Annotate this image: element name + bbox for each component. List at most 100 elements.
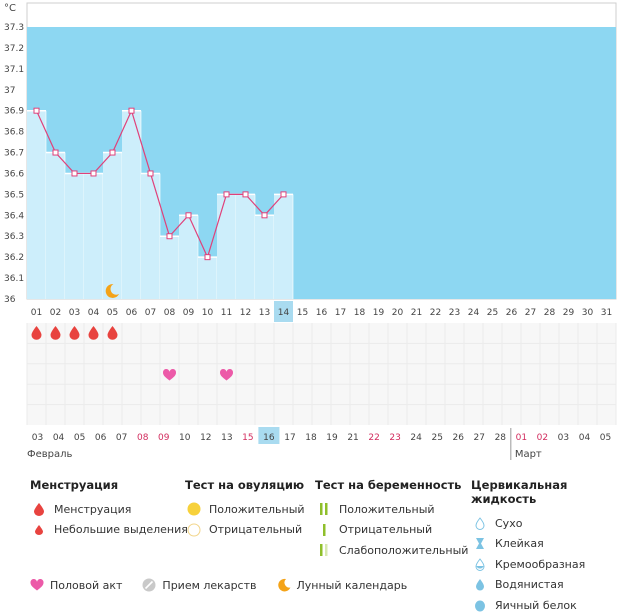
temperature-point <box>242 191 249 198</box>
creamy-icon <box>471 557 489 571</box>
cycle-day-label: 18 <box>354 308 366 318</box>
month-label: Февраль <box>27 449 73 460</box>
temperature-point <box>90 170 97 177</box>
temperature-bar <box>103 152 122 299</box>
date-label: 03 <box>32 433 43 443</box>
drop-icon <box>107 326 118 340</box>
cycle-day-label: 23 <box>449 308 460 318</box>
y-tick-label: 37.1 <box>4 65 24 75</box>
dry-icon <box>471 516 489 530</box>
cycle-day-label: 24 <box>468 308 480 318</box>
temperature-bar <box>198 257 217 299</box>
date-label: 21 <box>347 433 358 443</box>
legend-item: Положительный <box>315 499 468 520</box>
temperature-bar <box>179 215 198 299</box>
cycle-day-label: 26 <box>506 308 518 318</box>
date-label: 07 <box>116 433 127 443</box>
date-label: 05 <box>600 433 611 443</box>
date-label: 10 <box>179 433 191 443</box>
temperature-bar <box>27 110 46 299</box>
temperature-point <box>52 149 59 156</box>
ovulation-positive-icon <box>185 502 203 516</box>
date-label: 15 <box>242 433 253 443</box>
date-label: 28 <box>495 433 507 443</box>
events-grid <box>27 323 616 425</box>
temperature-point <box>223 191 230 198</box>
date-label: 25 <box>431 433 442 443</box>
y-tick-label: 36.8 <box>4 128 24 138</box>
moon-icon <box>105 283 119 298</box>
cycle-day-label: 16 <box>316 308 328 318</box>
cycle-day-label: 10 <box>202 308 214 318</box>
cycle-day-label: 20 <box>392 308 404 318</box>
date-label: 04 <box>53 433 65 443</box>
legend-item: Половой акт <box>30 579 122 592</box>
pregnancy-positive-icon <box>315 502 333 516</box>
date-label: 09 <box>158 433 170 443</box>
heart-icon <box>219 369 234 381</box>
temperature-point <box>185 212 192 219</box>
drop-icon <box>69 326 80 340</box>
cycle-day-label: 19 <box>373 308 385 318</box>
highlight-cycle-day <box>274 301 293 322</box>
date-label: 05 <box>74 433 85 443</box>
date-label: 19 <box>326 433 338 443</box>
legend-item: Небольшие выделения <box>30 520 188 541</box>
y-tick-label: 36.9 <box>4 107 24 117</box>
y-tick-label: 36.4 <box>4 211 24 221</box>
legend-item: Лунный календарь <box>277 578 407 592</box>
cycle-day-label: 31 <box>601 308 612 318</box>
date-label: 26 <box>453 433 465 443</box>
y-tick-label: 37.3 <box>4 23 24 33</box>
temperature-point <box>280 191 287 198</box>
cycle-day-label: 03 <box>69 308 80 318</box>
moon-icon <box>277 578 290 592</box>
temperature-point <box>261 212 268 219</box>
date-label: 23 <box>389 433 400 443</box>
temperature-bar <box>274 194 293 299</box>
cycle-day-label: 22 <box>430 308 441 318</box>
cycle-day-label: 01 <box>31 308 42 318</box>
pregnancy-negative-icon <box>315 523 333 537</box>
ovulation-negative-icon <box>185 523 203 537</box>
date-label: 13 <box>221 433 232 443</box>
y-tick-label: 36 <box>4 295 16 305</box>
legend-item: Яичный белок <box>471 595 626 616</box>
y-tick-label: 36.1 <box>4 274 24 284</box>
cycle-day-label: 07 <box>145 308 156 318</box>
temperature-point <box>147 170 154 177</box>
pill-icon <box>142 578 156 592</box>
date-label: 22 <box>368 433 379 443</box>
egg-white-icon <box>471 599 489 612</box>
temperature-point <box>109 149 116 156</box>
cycle-day-label: 04 <box>88 308 100 318</box>
y-axis-unit: °C <box>4 3 16 14</box>
temperature-point <box>128 107 135 114</box>
legend-item: Прием лекарств <box>142 578 257 592</box>
temperature-bar <box>141 173 160 299</box>
temperature-bar <box>84 173 103 299</box>
date-label: 04 <box>579 433 591 443</box>
legend-cervical: Цервикальная жидкость Сухо Клейкая Кремо… <box>471 478 626 616</box>
cycle-day-label: 29 <box>563 308 575 318</box>
temperature-point <box>33 107 40 114</box>
legend-bottom: Половой акт Прием лекарств Лунный календ… <box>30 578 427 592</box>
legend-item: Водянистая <box>471 575 626 596</box>
date-label: 06 <box>95 433 107 443</box>
legend-item: Отрицательный <box>315 520 468 541</box>
cycle-day-label: 14 <box>278 308 290 318</box>
cycle-day-label: 21 <box>411 308 422 318</box>
date-label: 02 <box>537 433 548 443</box>
date-label: 03 <box>558 433 569 443</box>
temperature-bar <box>122 110 141 299</box>
y-tick-label: 36.6 <box>4 169 24 179</box>
cycle-day-label: 08 <box>164 308 176 318</box>
heart-icon <box>162 369 177 381</box>
pregnancy-weak-icon <box>315 543 333 557</box>
cycle-day-label: 12 <box>240 308 251 318</box>
drop-icon <box>30 502 48 516</box>
date-label: 08 <box>137 433 149 443</box>
month-label: Март <box>515 449 542 460</box>
drop-icon <box>88 326 99 340</box>
drop-icon <box>31 326 42 340</box>
